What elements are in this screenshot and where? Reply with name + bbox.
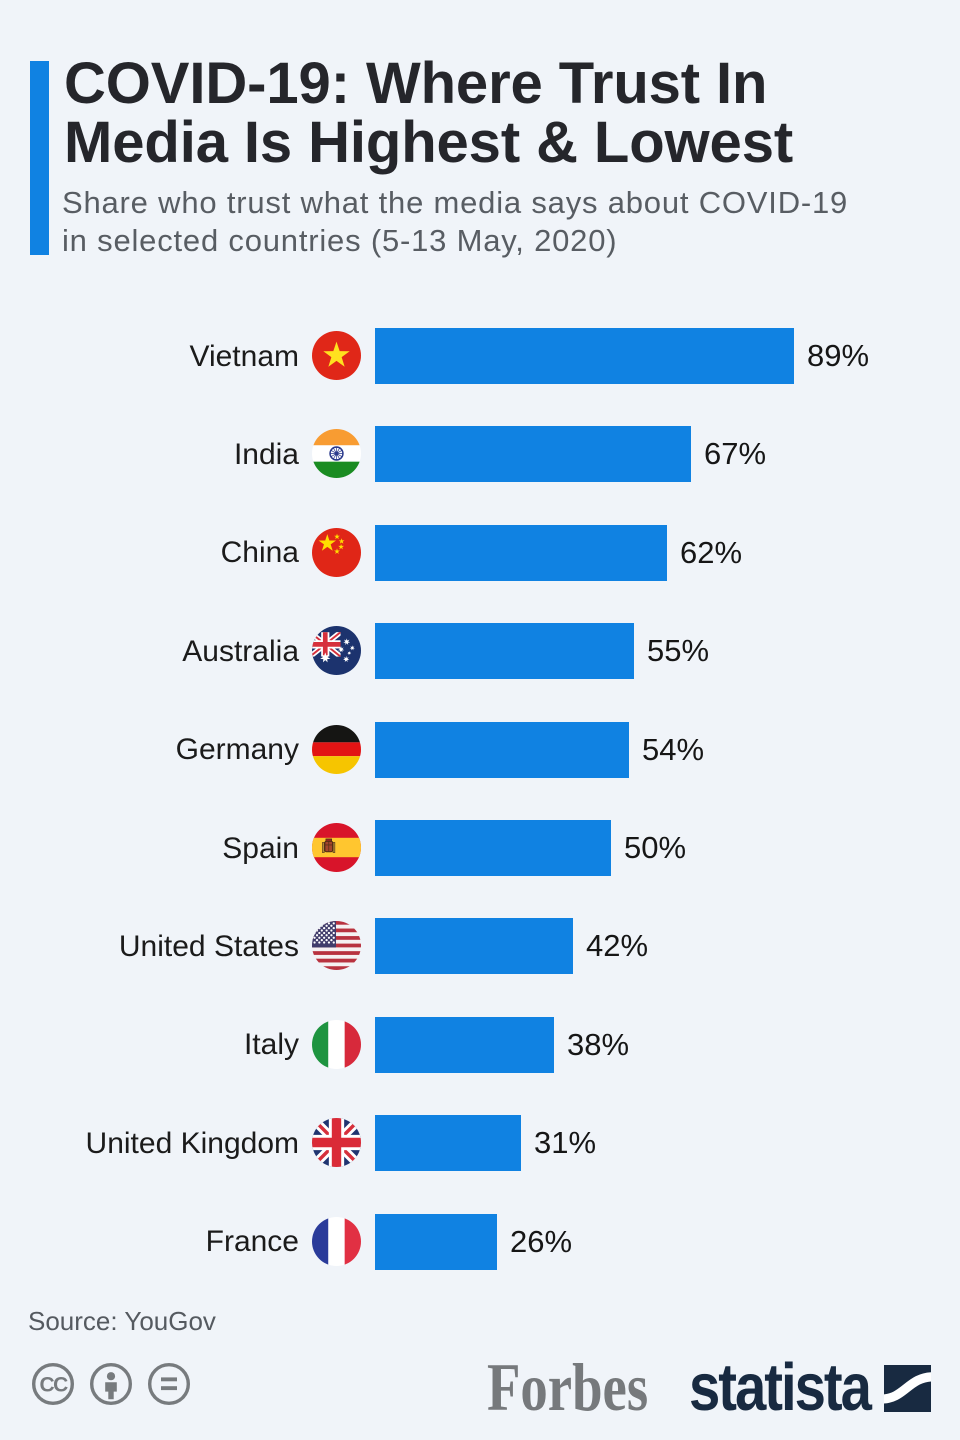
svg-text:CC: CC [40, 1374, 69, 1397]
